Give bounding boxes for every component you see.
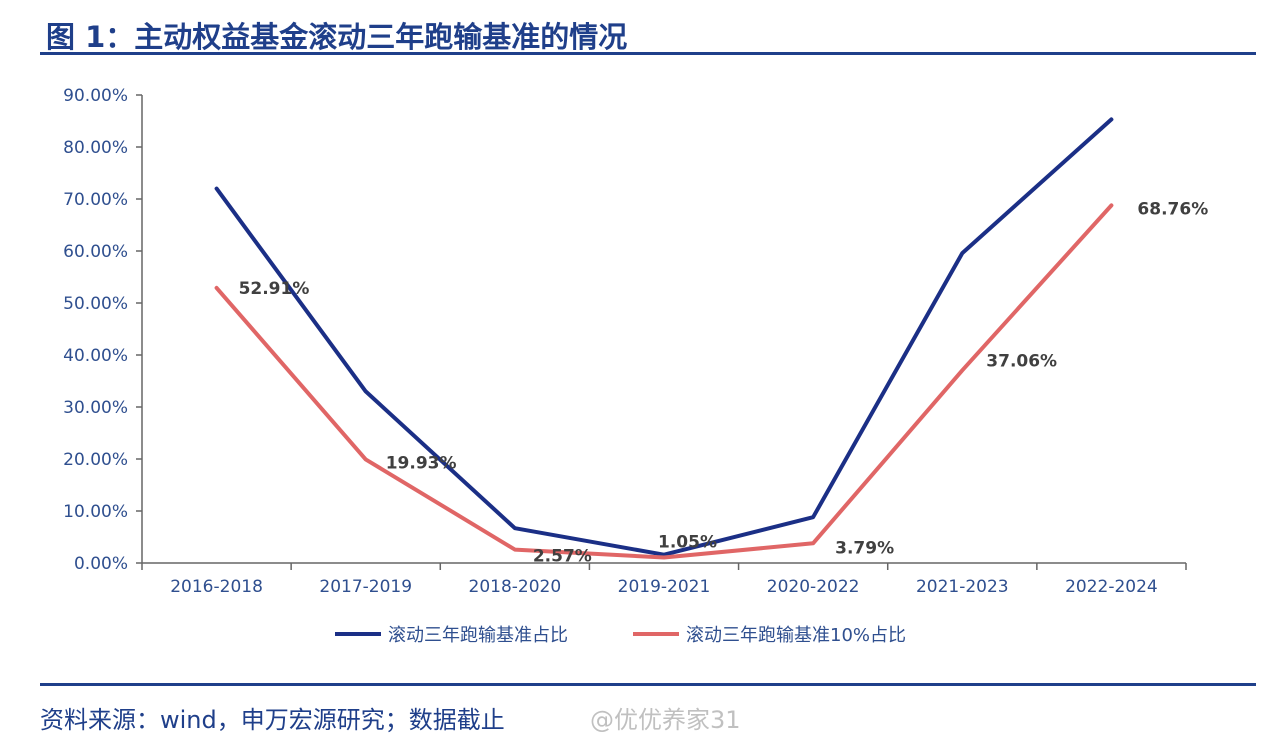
watermark: @优优养家31 xyxy=(590,706,741,734)
data-label: 52.91% xyxy=(239,279,310,299)
legend-label: 滚动三年跑输基准占比 xyxy=(388,625,568,646)
chart-legend: 滚动三年跑输基准占比 滚动三年跑输基准10%占比 xyxy=(335,625,906,646)
x-tick-label: 2016-2018 xyxy=(170,577,263,597)
data-label: 68.76% xyxy=(1137,199,1208,219)
series-line-1 xyxy=(214,117,1114,557)
series-line-2 xyxy=(214,203,1114,560)
data-label: 1.05% xyxy=(658,533,717,553)
y-tick-label: 80.00% xyxy=(63,138,128,158)
x-tick-label: 2019-2021 xyxy=(618,577,711,597)
footer-divider xyxy=(40,683,1256,686)
y-tick-label: 10.00% xyxy=(63,502,128,522)
line-chart: 0.00% 10.00% 20.00% 30.00% 40.00% 50.00% 60.00… xyxy=(63,86,1209,646)
chart-title: 图 1：主动权益基金滚动三年跑输基准的情况 xyxy=(46,20,628,54)
title-divider xyxy=(40,52,1256,55)
x-tick-label: 2017-2019 xyxy=(319,577,412,597)
y-tick-label: 70.00% xyxy=(63,190,128,210)
y-tick-label: 50.00% xyxy=(63,294,128,314)
data-label: 3.79% xyxy=(835,538,894,558)
x-tick-label: 2021-2023 xyxy=(916,577,1009,597)
data-label: 2.57% xyxy=(533,547,592,567)
chart-axes: 0.00% 10.00% 20.00% 30.00% 40.00% 50.00% 60.00… xyxy=(63,86,1187,597)
chart-data-labels: 52.91% 19.93% 2.57% 1.05% 3.79% 37.06% 68.76% xyxy=(239,199,1209,566)
y-tick-label: 20.00% xyxy=(63,450,128,470)
data-label: 19.93% xyxy=(386,453,457,473)
x-tick-label: 2020-2022 xyxy=(767,577,860,597)
legend-label: 滚动三年跑输基准10%占比 xyxy=(686,625,906,646)
y-tick-label: 40.00% xyxy=(63,346,128,366)
data-label: 37.06% xyxy=(986,351,1057,371)
chart-series xyxy=(214,117,1114,560)
y-tick-label: 30.00% xyxy=(63,398,128,418)
x-tick-label: 2018-2020 xyxy=(469,577,562,597)
y-tick-label: 90.00% xyxy=(63,86,128,106)
x-tick-label: 2022-2024 xyxy=(1065,577,1158,597)
y-tick-label: 0.00% xyxy=(74,554,128,574)
y-tick-label: 60.00% xyxy=(63,242,128,262)
source-note: 资料来源：wind，申万宏源研究；数据截止 xyxy=(40,706,505,734)
